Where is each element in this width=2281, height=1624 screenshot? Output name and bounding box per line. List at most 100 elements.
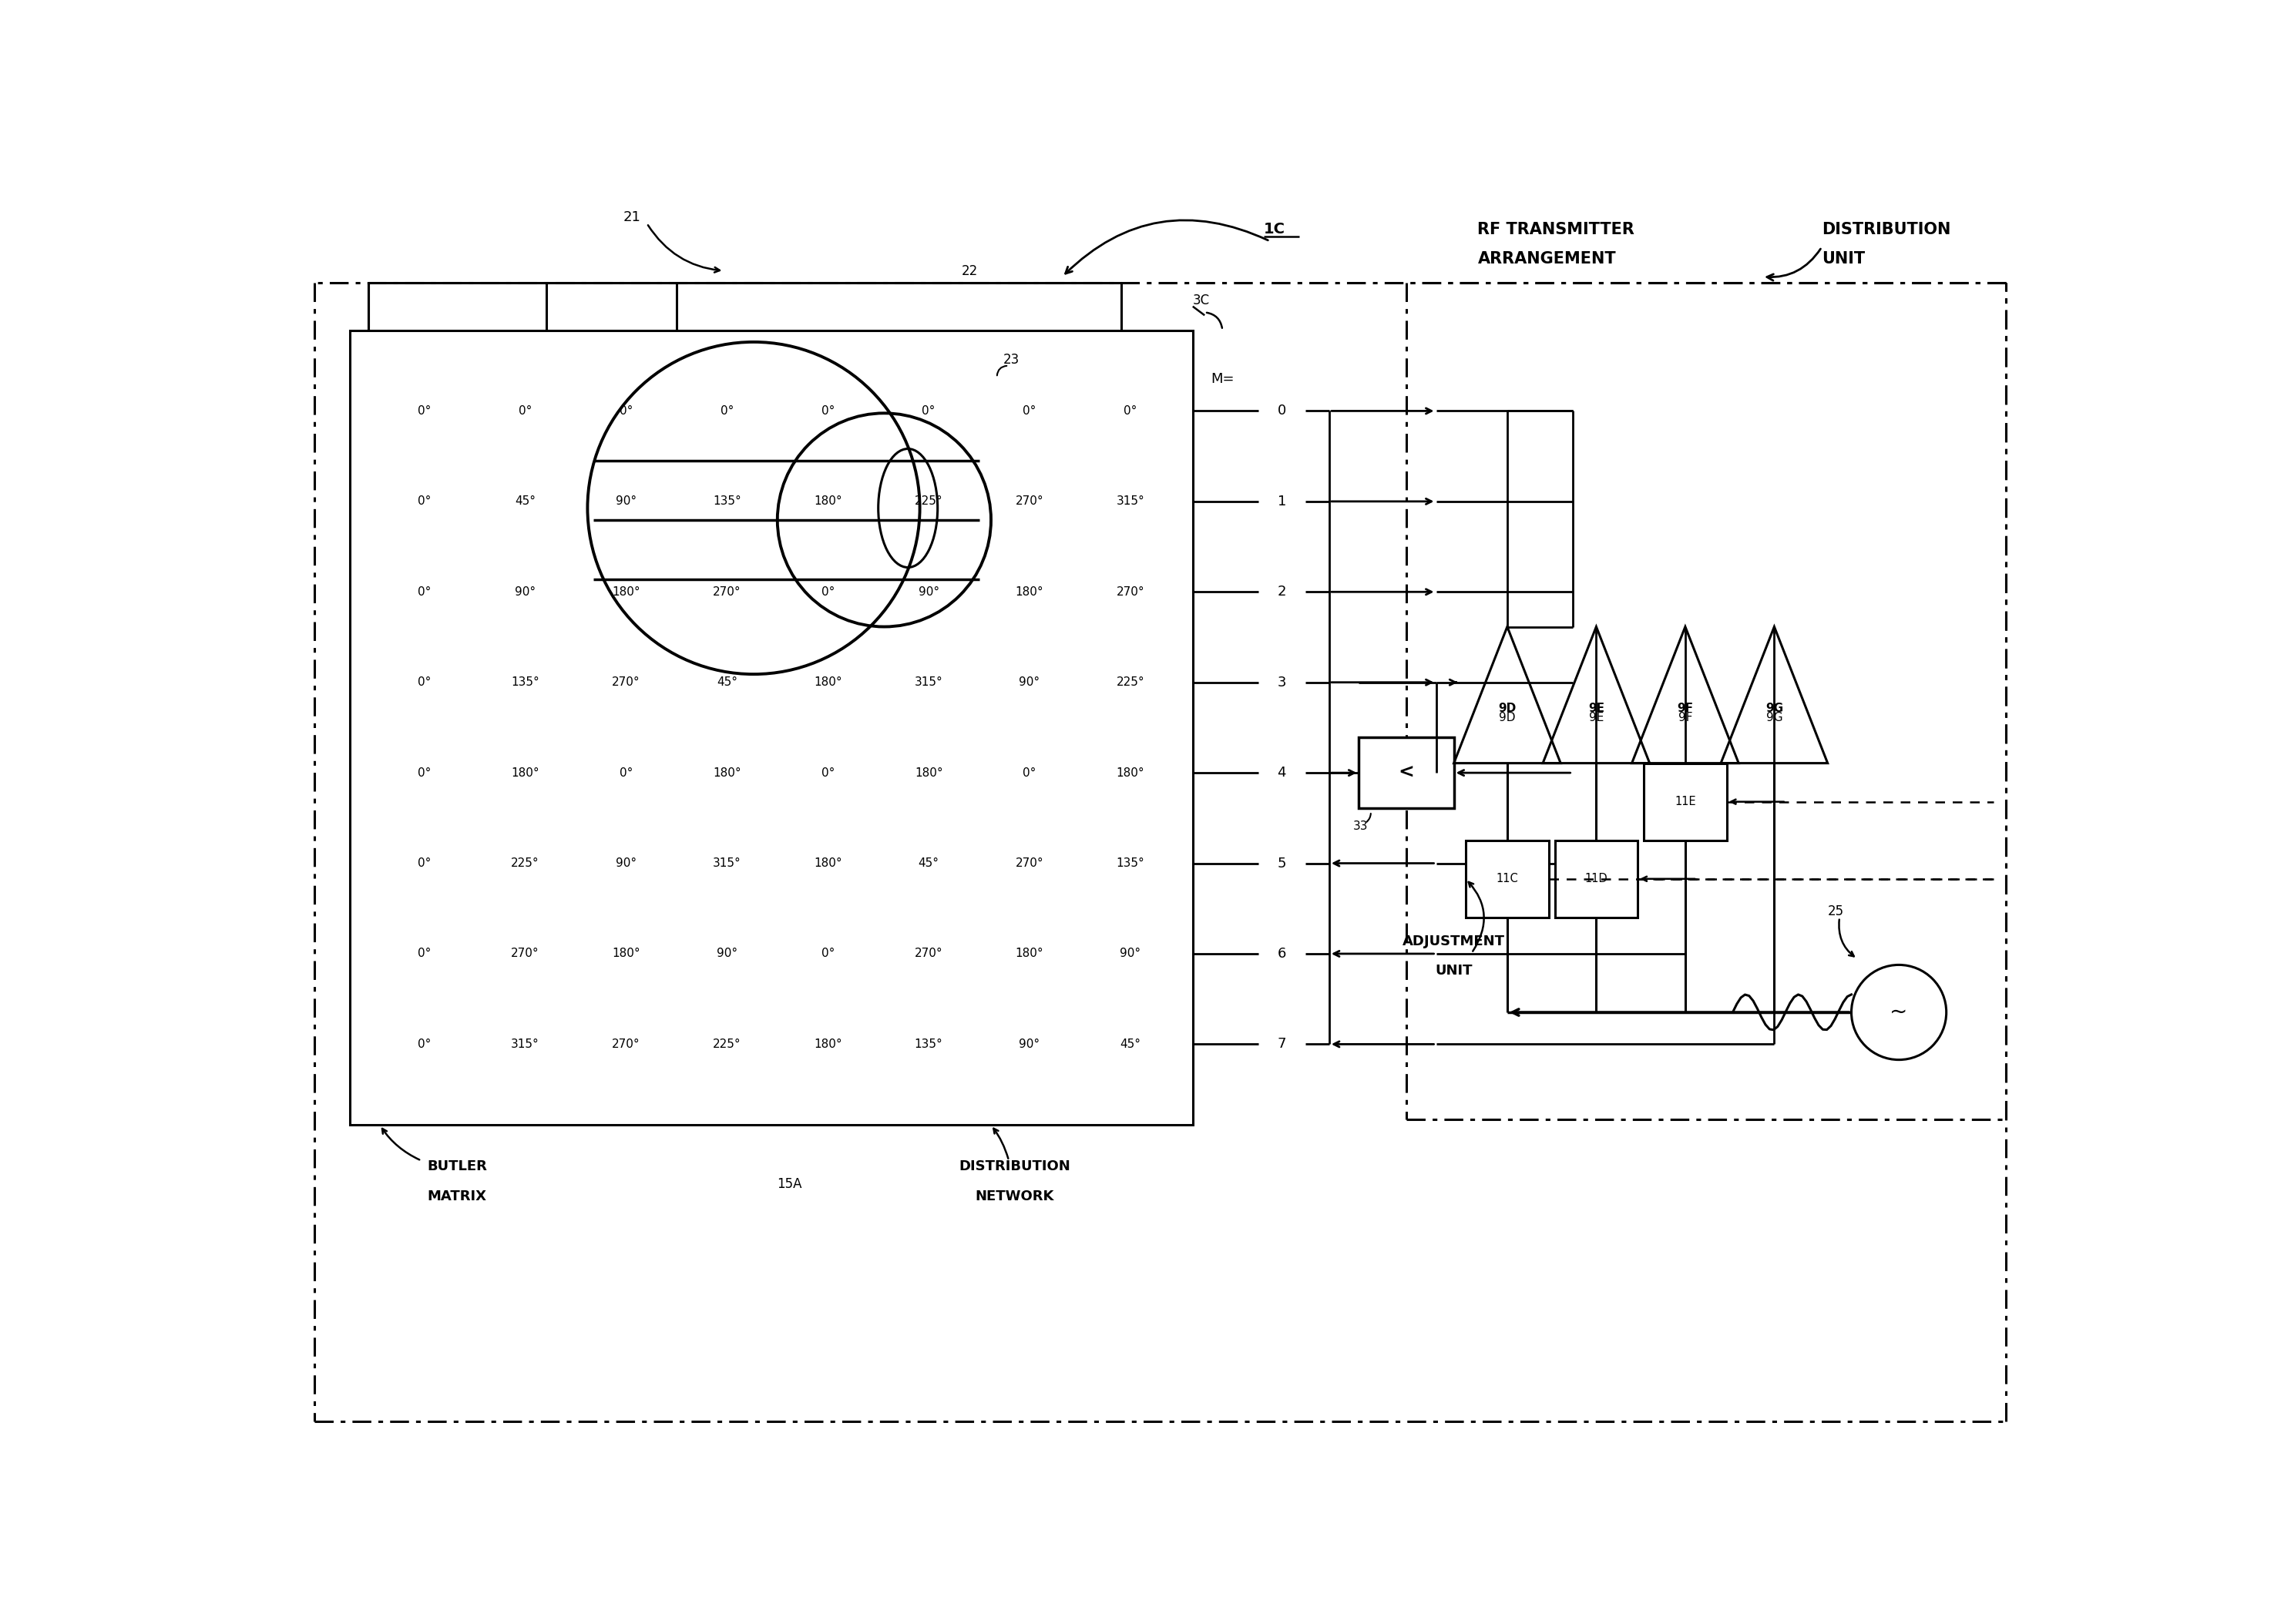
Text: 0°: 0° — [518, 404, 531, 417]
Text: 270°: 270° — [1015, 495, 1045, 507]
Text: 315°: 315° — [712, 857, 741, 869]
Text: 7: 7 — [1277, 1038, 1286, 1051]
Text: 45°: 45° — [1120, 1038, 1140, 1051]
Text: 0°: 0° — [922, 404, 935, 417]
Text: 180°: 180° — [511, 767, 538, 778]
Text: 180°: 180° — [814, 495, 842, 507]
Text: 0: 0 — [1277, 404, 1286, 417]
Bar — [1467, 840, 1549, 918]
Text: 1C: 1C — [1264, 222, 1286, 237]
Text: <: < — [1398, 763, 1414, 783]
Text: 9F: 9F — [1679, 711, 1693, 723]
Text: 9F: 9F — [1677, 703, 1693, 715]
Text: 270°: 270° — [714, 586, 741, 598]
Text: 270°: 270° — [1115, 586, 1145, 598]
Text: 225°: 225° — [915, 495, 942, 507]
Text: 180°: 180° — [1015, 948, 1045, 960]
Text: 315°: 315° — [1115, 495, 1145, 507]
Text: DISTRIBUTION: DISTRIBUTION — [1823, 221, 1950, 237]
Text: 90°: 90° — [1120, 948, 1140, 960]
Text: UNIT: UNIT — [1823, 252, 1866, 266]
Bar — [1556, 840, 1638, 918]
Bar — [1359, 737, 1453, 809]
Text: 9D: 9D — [1499, 711, 1515, 723]
Text: 0°: 0° — [1022, 404, 1036, 417]
Text: 90°: 90° — [716, 948, 737, 960]
Text: 22: 22 — [960, 263, 979, 278]
Text: 33: 33 — [1353, 820, 1369, 831]
Text: 180°: 180° — [915, 767, 942, 778]
Text: 0°: 0° — [417, 404, 431, 417]
Text: 90°: 90° — [616, 495, 636, 507]
Text: BUTLER: BUTLER — [427, 1160, 486, 1174]
Text: 90°: 90° — [1020, 677, 1040, 689]
Text: 90°: 90° — [919, 586, 940, 598]
Text: ADJUSTMENT: ADJUSTMENT — [1403, 934, 1505, 948]
Text: 0°: 0° — [417, 495, 431, 507]
Text: 2: 2 — [1277, 585, 1286, 599]
Bar — [351, 330, 1193, 1125]
Text: 270°: 270° — [1015, 857, 1045, 869]
Text: 9D: 9D — [1499, 703, 1517, 715]
Text: 315°: 315° — [915, 677, 942, 689]
Text: 45°: 45° — [716, 677, 737, 689]
Text: 9G: 9G — [1765, 703, 1784, 715]
Text: 25: 25 — [1827, 905, 1843, 919]
Text: 90°: 90° — [516, 586, 536, 598]
Text: 0°: 0° — [417, 677, 431, 689]
Text: 180°: 180° — [814, 1038, 842, 1051]
Text: 11E: 11E — [1674, 796, 1695, 807]
Text: 270°: 270° — [511, 948, 538, 960]
Text: NETWORK: NETWORK — [976, 1189, 1054, 1203]
Text: 11D: 11D — [1585, 874, 1608, 885]
Text: 135°: 135° — [915, 1038, 942, 1051]
Text: 0°: 0° — [721, 404, 734, 417]
Text: 0°: 0° — [417, 586, 431, 598]
Text: 15A: 15A — [778, 1177, 803, 1192]
Text: 135°: 135° — [511, 677, 538, 689]
Text: DISTRIBUTION: DISTRIBUTION — [958, 1160, 1070, 1174]
Text: ARRANGEMENT: ARRANGEMENT — [1478, 252, 1615, 266]
Text: 45°: 45° — [919, 857, 940, 869]
Text: 23: 23 — [1004, 352, 1020, 367]
Text: 0°: 0° — [417, 948, 431, 960]
Text: 0°: 0° — [620, 404, 632, 417]
Text: 180°: 180° — [714, 767, 741, 778]
Text: M=: M= — [1211, 372, 1234, 387]
Text: 9E: 9E — [1588, 703, 1604, 715]
Text: 0°: 0° — [821, 948, 835, 960]
Text: 225°: 225° — [511, 857, 538, 869]
Text: 225°: 225° — [1115, 677, 1145, 689]
Text: 0°: 0° — [821, 586, 835, 598]
Text: 135°: 135° — [712, 495, 741, 507]
Text: ~: ~ — [1891, 1002, 1907, 1023]
Text: 5: 5 — [1277, 856, 1286, 870]
Text: 0°: 0° — [417, 1038, 431, 1051]
Text: 180°: 180° — [814, 677, 842, 689]
Text: MATRIX: MATRIX — [427, 1189, 486, 1203]
Text: 0°: 0° — [821, 767, 835, 778]
Text: 9G: 9G — [1765, 711, 1781, 723]
Text: 315°: 315° — [511, 1038, 538, 1051]
Text: 0°: 0° — [417, 857, 431, 869]
Text: 180°: 180° — [611, 948, 641, 960]
Text: 9E: 9E — [1590, 711, 1604, 723]
Text: 270°: 270° — [611, 1038, 641, 1051]
Text: 270°: 270° — [915, 948, 942, 960]
Text: 90°: 90° — [1020, 1038, 1040, 1051]
Text: 0°: 0° — [620, 767, 632, 778]
Text: 4: 4 — [1277, 767, 1286, 780]
Text: 21: 21 — [623, 211, 641, 224]
Text: 0°: 0° — [821, 404, 835, 417]
Text: 0°: 0° — [1022, 767, 1036, 778]
Text: 1: 1 — [1277, 494, 1286, 508]
Text: UNIT: UNIT — [1435, 965, 1474, 978]
Text: 11C: 11C — [1496, 874, 1519, 885]
Text: 45°: 45° — [516, 495, 536, 507]
Text: 270°: 270° — [611, 677, 641, 689]
Text: 0°: 0° — [417, 767, 431, 778]
Text: 135°: 135° — [1115, 857, 1145, 869]
Text: 0°: 0° — [1125, 404, 1138, 417]
Text: 3: 3 — [1277, 676, 1286, 689]
Text: 6: 6 — [1277, 947, 1286, 961]
